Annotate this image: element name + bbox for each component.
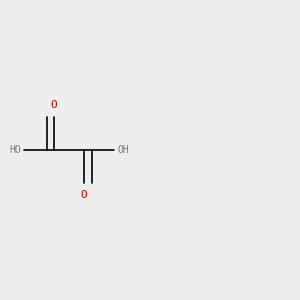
Text: HO: HO	[9, 145, 21, 155]
Text: O: O	[81, 190, 87, 200]
Text: O: O	[51, 100, 57, 110]
Text: OH: OH	[117, 145, 129, 155]
